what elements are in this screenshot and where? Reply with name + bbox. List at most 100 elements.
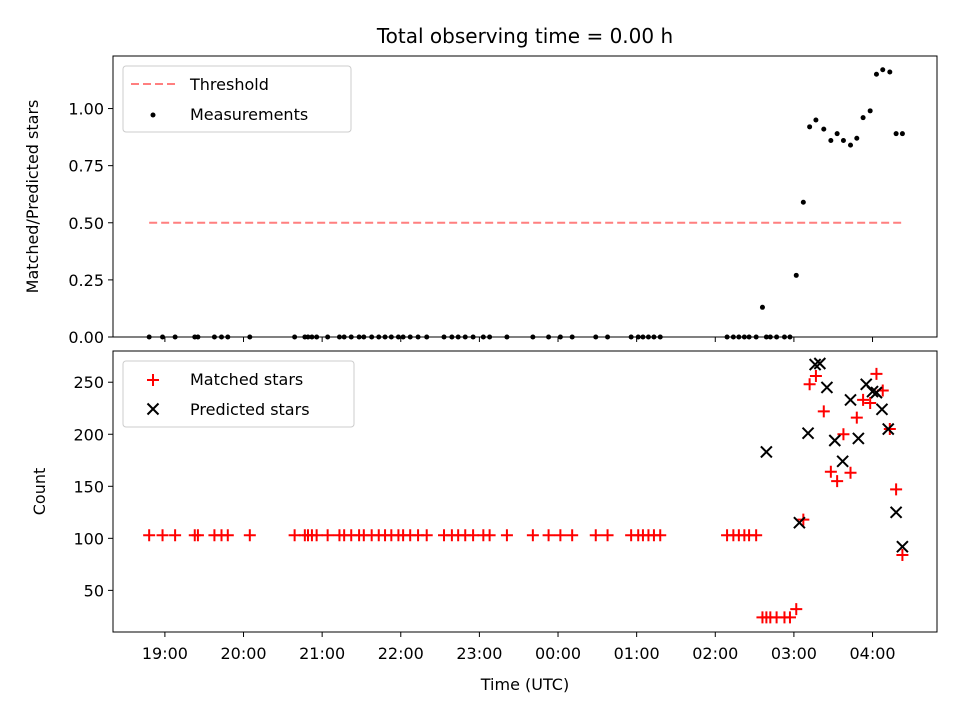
predicted-star-point (866, 385, 879, 398)
matched-star-point (420, 529, 433, 542)
predicted-star-point (813, 357, 827, 370)
measurement-point (880, 67, 886, 73)
ratio-y-ticks: 0.00 0.25 0.50 0.75 1.00 (68, 100, 113, 347)
ratio-y-tick-label: 0.50 (68, 214, 104, 233)
predicted-star-point (828, 434, 841, 447)
matched-star-point (790, 603, 803, 616)
matched-star-point (467, 529, 480, 542)
matched-star-point (310, 529, 323, 542)
predicted-star-point (793, 516, 806, 529)
count-legend-box (122, 360, 355, 428)
matched-star-point (883, 423, 896, 436)
matched-star-point (243, 529, 256, 542)
ratio-frame (112, 55, 938, 338)
predicted-star-point (836, 455, 849, 468)
matched-star-point (654, 529, 667, 542)
measurement-point (793, 272, 799, 278)
matched-stars-series (143, 367, 909, 624)
threshold-legend-label: Threshold (189, 75, 269, 94)
matched-star-point (601, 529, 614, 542)
matched-star-point (850, 411, 863, 424)
ratio-y-tick-label: 1.00 (68, 100, 104, 119)
count-y-tick-label: 150 (73, 477, 104, 496)
matched-star-point (566, 529, 579, 542)
count-y-tick-label: 50 (84, 581, 104, 600)
count-x-axis-label: Time (UTC) (480, 675, 569, 694)
matched-star-point (483, 529, 496, 542)
measurement-point (893, 131, 899, 137)
count-y-axis-label: Count (30, 468, 49, 516)
ratio-panel: 0.00 0.25 0.50 0.75 1.00 Matched/Predicted s… (23, 55, 938, 347)
count-y-tick-label: 200 (73, 425, 104, 444)
predicted-legend-swatch (146, 402, 160, 416)
matched-star-point (321, 529, 334, 542)
matched-star-point (156, 529, 169, 542)
matched-star-point (500, 529, 513, 542)
predicted-star-point (870, 386, 883, 399)
matched-star-point (817, 405, 830, 418)
matched-star-point (896, 548, 909, 561)
predicted-star-point (882, 422, 895, 436)
matched-star-point (143, 529, 156, 542)
ratio-y-tick-label: 0.75 (68, 157, 104, 176)
measurements-legend-label: Measurements (190, 105, 308, 124)
count-y-tick-label: 100 (73, 529, 104, 548)
predicted-star-point (875, 403, 889, 416)
measurement-point (821, 126, 827, 132)
matched-star-point (191, 529, 204, 542)
measurement-point (860, 115, 866, 121)
measurement-point (867, 108, 873, 114)
measurement-point (899, 131, 905, 137)
matched-star-point (221, 529, 234, 542)
matched-star-point (750, 529, 763, 542)
matched-star-point (857, 393, 870, 406)
matched-star-point (169, 529, 182, 542)
count-x-tick-label: 19:00 (142, 644, 188, 663)
count-x-tick-label: 01:00 (614, 644, 660, 663)
count-x-tick-label: 21:00 (299, 644, 345, 663)
predicted-star-point (889, 506, 903, 519)
predicted-star-point (820, 381, 834, 394)
measurement-point (834, 131, 840, 137)
matched-star-point (870, 367, 883, 380)
measurement-point (873, 71, 879, 77)
measurement-point (854, 135, 860, 141)
count-y-tick-label: 250 (73, 373, 104, 392)
ratio-y-tick-label: 0.00 (68, 328, 104, 347)
matched-star-point (783, 611, 796, 624)
count-marks (143, 357, 909, 624)
matched-legend-swatch (147, 374, 159, 386)
measurement-point (848, 142, 854, 148)
count-x-tick-label: 00:00 (535, 644, 581, 663)
matched-star-point (890, 483, 903, 496)
predicted-star-point (852, 432, 865, 445)
measurement-point (828, 138, 834, 144)
count-x-tick-label: 04:00 (849, 644, 895, 663)
ratio-y-axis-label: Matched/Predicted stars (23, 100, 42, 294)
matched-star-point (837, 428, 850, 441)
matched-star-point (542, 529, 555, 542)
matched-star-point (831, 475, 844, 488)
matched-star-point (824, 465, 837, 478)
count-x-tick-label: 20:00 (220, 644, 266, 663)
predicted-star-point (844, 393, 857, 407)
ratio-x-ticks (164, 337, 874, 342)
measurement-point (840, 138, 846, 144)
predicted-legend-label: Predicted stars (190, 400, 310, 419)
ratio-y-tick-label: 0.25 (68, 271, 104, 290)
measurement-point (800, 199, 806, 205)
measurements-legend-swatch (150, 112, 156, 118)
count-x-tick-label: 03:00 (771, 644, 817, 663)
count-x-tick-label: 22:00 (378, 644, 424, 663)
matched-star-point (803, 378, 816, 391)
predicted-star-point (808, 358, 822, 371)
count-x-tick-label: 23:00 (456, 644, 502, 663)
predicted-stars-series (760, 357, 909, 553)
ratio-legend: Threshold Measurements (122, 65, 352, 133)
measurement-point (807, 124, 813, 130)
count-frame (112, 350, 938, 633)
matched-star-point (864, 397, 877, 410)
count-panel: 50 100 150 200 250 19:00 20:00 21:00 22:00 23:00… (30, 350, 938, 694)
figure-title: Total observing time = 0.00 h (376, 24, 673, 48)
